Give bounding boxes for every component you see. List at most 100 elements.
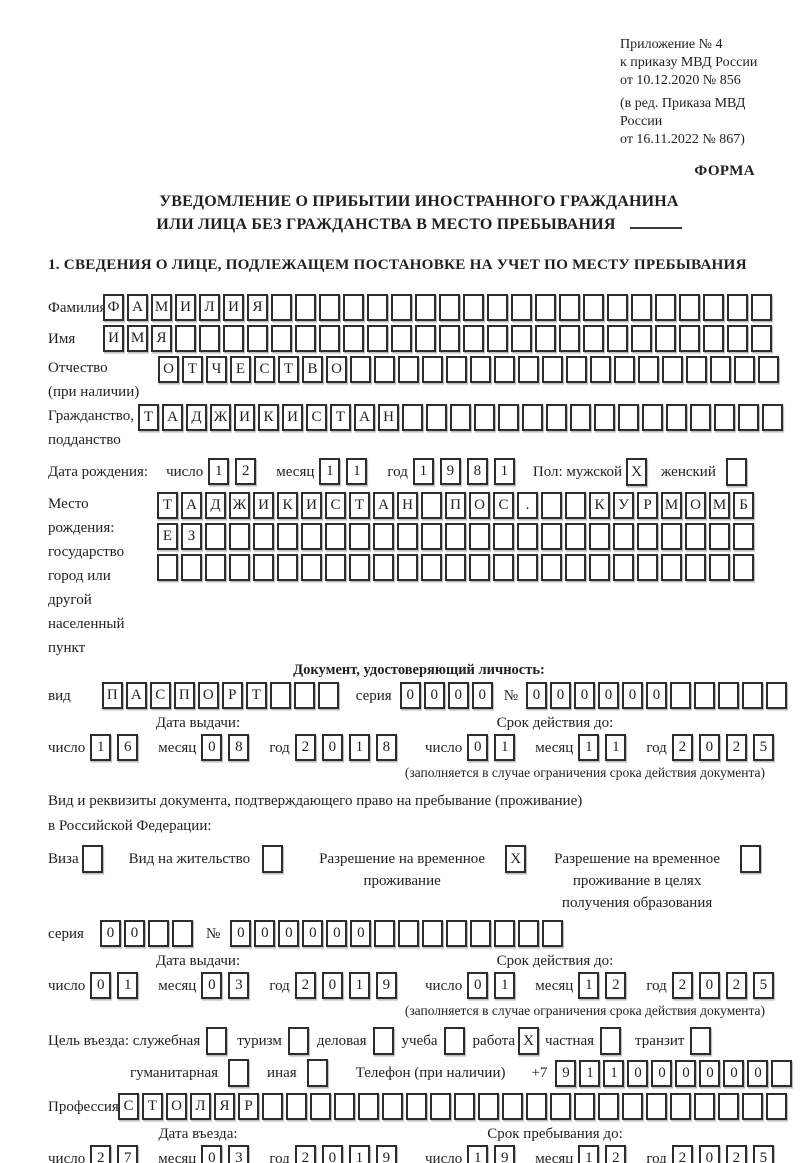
passport-issue-date-year-cell: 2 — [294, 734, 316, 761]
permit-dates-heads: Дата выдачи: Срок действия до: — [48, 953, 790, 970]
purpose-official-checkbox — [206, 1027, 228, 1055]
given-name-boxes-cell — [247, 325, 268, 352]
birthplace-line2-cell — [637, 523, 658, 550]
patronymic-boxes-cell — [590, 356, 611, 383]
patronymic-boxes-cell — [758, 356, 779, 383]
birthplace-line2-cell — [421, 523, 442, 550]
entry-date-group: число 2 7 месяц 0 3 год 2 0 1 9 — [48, 1145, 425, 1163]
entry-date-year-cell: 2 — [294, 1145, 316, 1163]
permit-number-boxes-cell: 0 — [302, 920, 324, 947]
phone-boxes-cell: 0 — [675, 1059, 697, 1087]
birthplace-line3-cell — [253, 554, 274, 581]
birthplace-line2-cell — [349, 523, 370, 550]
temp-residence-label-line: проживание — [363, 873, 441, 889]
birthplace-line1-cell — [421, 492, 442, 519]
citizenship-boxes-cell: Ж — [210, 404, 231, 431]
doc-type-boxes-cell: С — [149, 682, 171, 709]
purpose-tourism-checkbox — [287, 1027, 309, 1055]
citizenship-boxes-cell — [738, 404, 759, 431]
birthplace-line3-cell — [181, 554, 202, 581]
residence-permit-checkbox — [262, 845, 284, 873]
date-day-label: число — [48, 978, 86, 994]
citizenship-boxes-cell — [522, 404, 543, 431]
entry-dates-row: число 2 7 месяц 0 3 год 2 0 1 9 число 1 9 месяц 1 2 год 2… — [48, 1145, 790, 1163]
doc-type-boxes-cell: П — [173, 682, 195, 709]
profession-boxes-cell — [670, 1093, 691, 1120]
birth-date-label: Дата рождения: — [48, 464, 149, 480]
entry-date-year-cell: 1 — [348, 1145, 370, 1163]
citizenship-boxes-cell: Н — [378, 404, 399, 431]
surname-boxes-cell: А — [127, 294, 148, 321]
surname-boxes-cell — [703, 294, 724, 321]
birthplace-line2-cell: Е — [157, 523, 178, 550]
passport-expiry-date-day-cell: 1 — [494, 734, 516, 761]
given-name-boxes-cell — [559, 325, 580, 352]
surname-row: Фамилия Ф А М И Л И Я — [48, 294, 790, 321]
citizenship-boxes-cell — [474, 404, 495, 431]
visa-label: Виза — [48, 851, 79, 867]
birthplace-line1-cell: И — [253, 492, 274, 519]
permit-series-boxes-cell — [148, 920, 169, 947]
entry-dates-heads: Дата въезда: Срок пребывания до: — [48, 1126, 790, 1143]
entry-date-day-cell: 2 — [90, 1145, 112, 1163]
stay-until-date-year-cell: 2 — [671, 1145, 693, 1163]
birthplace-line2-cell — [613, 523, 634, 550]
permit-series-boxes-cell: 0 — [100, 920, 121, 947]
given-name-boxes-cell — [703, 325, 724, 352]
citizenship-boxes-cell — [402, 404, 423, 431]
surname-boxes-cell: Я — [247, 294, 268, 321]
passport-expiry-date-year-cell: 2 — [725, 734, 747, 761]
doc-series-boxes-cell: 0 — [423, 682, 445, 709]
stay-until-date-day-cell: 9 — [494, 1145, 516, 1163]
birthplace-line3-cell — [445, 554, 466, 581]
date-month-label: месяц — [158, 1151, 197, 1163]
profession-row: Профессия С Т О Л Я Р — [48, 1093, 790, 1120]
doc-number-boxes-cell — [718, 682, 739, 709]
birthplace-line3-cell — [661, 554, 682, 581]
surname-boxes-cell — [271, 294, 292, 321]
passport-expiry-date-year-cell: 2 — [671, 734, 693, 761]
appendix-line-3: от 10.12.2020 № 856 — [620, 73, 741, 88]
citizenship-boxes-cell — [546, 404, 567, 431]
birthplace-line1-cell: К — [277, 492, 298, 519]
patronymic-label: Отчество (при наличии) — [48, 356, 158, 404]
citizenship-label-line: Гражданство, — [48, 408, 135, 424]
surname-boxes-cell: Л — [199, 294, 220, 321]
doc-type-boxes-cell — [293, 682, 315, 709]
permit-expiry-date-year-cell: 5 — [752, 972, 774, 999]
birthplace-line3-cell — [517, 554, 538, 581]
birthplace-line3-cell — [709, 554, 730, 581]
doc-number-boxes-cell — [766, 682, 787, 709]
birthplace-line1-cell: С — [325, 492, 346, 519]
birthplace-line1-cell: Д — [205, 492, 226, 519]
resident-doc-line-1: Вид и реквизиты документа, подтверждающе… — [48, 793, 583, 809]
given-name-boxes-cell — [175, 325, 196, 352]
profession-boxes-cell — [574, 1093, 595, 1120]
patronymic-boxes-cell: С — [254, 356, 275, 383]
birthplace-line1-cell — [541, 492, 562, 519]
profession-boxes-cell — [334, 1093, 355, 1120]
birth-date-year-cell: 9 — [439, 458, 461, 485]
surname-boxes-cell — [343, 294, 364, 321]
sex-female-checkbox — [725, 458, 747, 486]
doc-number-boxes-cell: 0 — [622, 682, 643, 709]
entry-date-month-cell: 3 — [228, 1145, 250, 1163]
patronymic-boxes-cell — [734, 356, 755, 383]
permit-series-boxes-cell — [172, 920, 193, 947]
expiry-note: (заполняется в случае ограничения срока … — [404, 1003, 765, 1018]
permit-number-boxes-cell — [374, 920, 396, 947]
birthplace-line1-cell: М — [709, 492, 730, 519]
purpose-transit-label: транзит — [635, 1032, 685, 1049]
profession-boxes-cell — [502, 1093, 523, 1120]
surname-boxes-cell — [583, 294, 604, 321]
phone-label: Телефон (при наличии) — [355, 1064, 506, 1081]
birthplace-line2-cell — [325, 523, 346, 550]
doc-number-label: № — [503, 688, 518, 704]
